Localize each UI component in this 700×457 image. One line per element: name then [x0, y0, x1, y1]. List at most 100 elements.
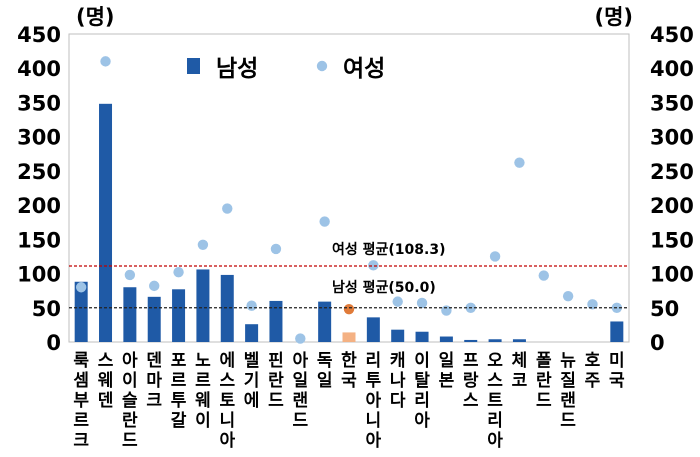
x-tick-char: 크	[73, 431, 89, 451]
x-tick-char: 오	[487, 351, 503, 371]
x-tick-char: 스	[98, 351, 114, 371]
y-tick-right: 150	[650, 228, 694, 252]
female-point	[562, 290, 574, 302]
x-tick-char: 웨	[195, 391, 211, 411]
y-tick-left: 400	[17, 57, 61, 81]
x-tick-char: 스	[463, 391, 479, 411]
x-tick-char: 핀	[268, 351, 284, 371]
y-tick-left: 250	[17, 160, 61, 184]
y-tick-left: 150	[17, 228, 61, 252]
x-tick-char: 벨	[244, 351, 260, 371]
reference-line-label: 여성 평균(108.3)	[332, 241, 445, 258]
x-tick-char: 국	[609, 371, 625, 391]
x-tick-char: 기	[244, 371, 260, 391]
female-point	[538, 270, 549, 281]
x-tick-char: 노	[195, 351, 211, 371]
male-bar	[610, 321, 624, 342]
x-tick-char: 일	[439, 351, 455, 371]
female-point	[173, 266, 184, 278]
chart-axes: 0 0 50 50 100 100 150 150 200 200 250 250 300 300 350 3…	[17, 5, 694, 355]
y-tick-right: 400	[650, 57, 694, 81]
x-tick-char: 마	[146, 371, 162, 391]
x-tick-char: 일	[317, 371, 333, 391]
x-tick-char: 포	[171, 351, 187, 371]
x-tick-char: 르	[171, 371, 187, 391]
x-tick-char: 아	[414, 411, 430, 431]
x-tick-char: 폴	[536, 351, 552, 371]
x-tick-label: 독일	[317, 351, 333, 391]
x-tick-char: 드	[122, 431, 138, 451]
x-tick-char: 아	[122, 351, 138, 371]
y-unit-left: (명)	[76, 5, 115, 29]
x-tick-label: 한국	[341, 351, 357, 391]
female-point	[124, 269, 136, 281]
female-point	[392, 296, 403, 307]
male-bar	[220, 274, 234, 342]
x-tick-char: 니	[219, 411, 235, 431]
x-tick-char: 슬	[122, 391, 138, 411]
x-tick-char: 덴	[146, 351, 162, 371]
x-tick-char: 호	[585, 351, 601, 371]
male-bar	[123, 287, 137, 342]
x-tick-label: 호주	[585, 351, 601, 391]
x-tick-char: 에	[219, 351, 235, 371]
x-tick-char: 드	[560, 411, 576, 431]
legend-female-marker	[316, 60, 328, 72]
x-tick-char: 한	[341, 351, 357, 371]
x-tick-char: 드	[268, 391, 284, 411]
male-bar	[439, 336, 453, 342]
x-tick-label: 덴마크	[146, 351, 162, 411]
x-tick-label: 벨기에	[244, 351, 260, 411]
x-tick-char: 드	[292, 411, 308, 431]
x-tick-char: 아	[366, 431, 382, 451]
female-point	[75, 282, 87, 293]
x-tick-char: 셈	[73, 371, 89, 391]
x-tick-char: 프	[463, 351, 479, 371]
y-tick-left: 450	[17, 23, 61, 47]
female-points	[75, 56, 623, 344]
x-tick-label: 일본	[439, 351, 455, 391]
female-point	[222, 203, 233, 214]
y-tick-left: 300	[17, 126, 61, 150]
x-tick-label: 체코	[512, 351, 528, 391]
y-tick-left: 350	[17, 91, 61, 115]
female-point	[343, 303, 355, 315]
y-tick-left: 50	[32, 297, 61, 321]
x-tick-char: 스	[487, 371, 503, 391]
x-tick-char: 체	[512, 351, 528, 371]
legend: 남성 여성	[187, 56, 385, 82]
x-tick-char: 아	[219, 431, 235, 451]
x-tick-char: 크	[146, 391, 162, 411]
legend-male-label: 남성	[216, 56, 258, 82]
x-tick-char: 독	[317, 351, 333, 371]
x-tick-char: 코	[512, 371, 528, 391]
female-point	[295, 333, 306, 344]
female-point	[197, 239, 209, 251]
x-tick-char: 랑	[463, 371, 479, 391]
x-tick-char: 아	[487, 431, 503, 451]
reference-line-label: 남성 평균(50.0)	[332, 279, 436, 296]
x-tick-char: 란	[268, 371, 284, 391]
x-tick-char: 나	[390, 371, 406, 391]
male-bar	[391, 329, 405, 342]
x-tick-char: 주	[585, 371, 601, 391]
x-tick-char: 리	[487, 411, 503, 431]
male-bar	[415, 331, 429, 342]
x-tick-char: 르	[195, 371, 211, 391]
x-tick-char: 덴	[98, 391, 114, 411]
male-bar	[488, 339, 502, 342]
female-point	[319, 216, 330, 227]
x-tick-char: 캐	[390, 351, 406, 371]
x-tick-label: 프랑스	[463, 351, 479, 411]
x-tick-char: 란	[536, 371, 552, 391]
male-bar	[512, 339, 526, 342]
x-tick-char: 드	[536, 391, 552, 411]
x-tick-char: 일	[292, 371, 308, 391]
x-tick-char: 랜	[560, 391, 576, 411]
